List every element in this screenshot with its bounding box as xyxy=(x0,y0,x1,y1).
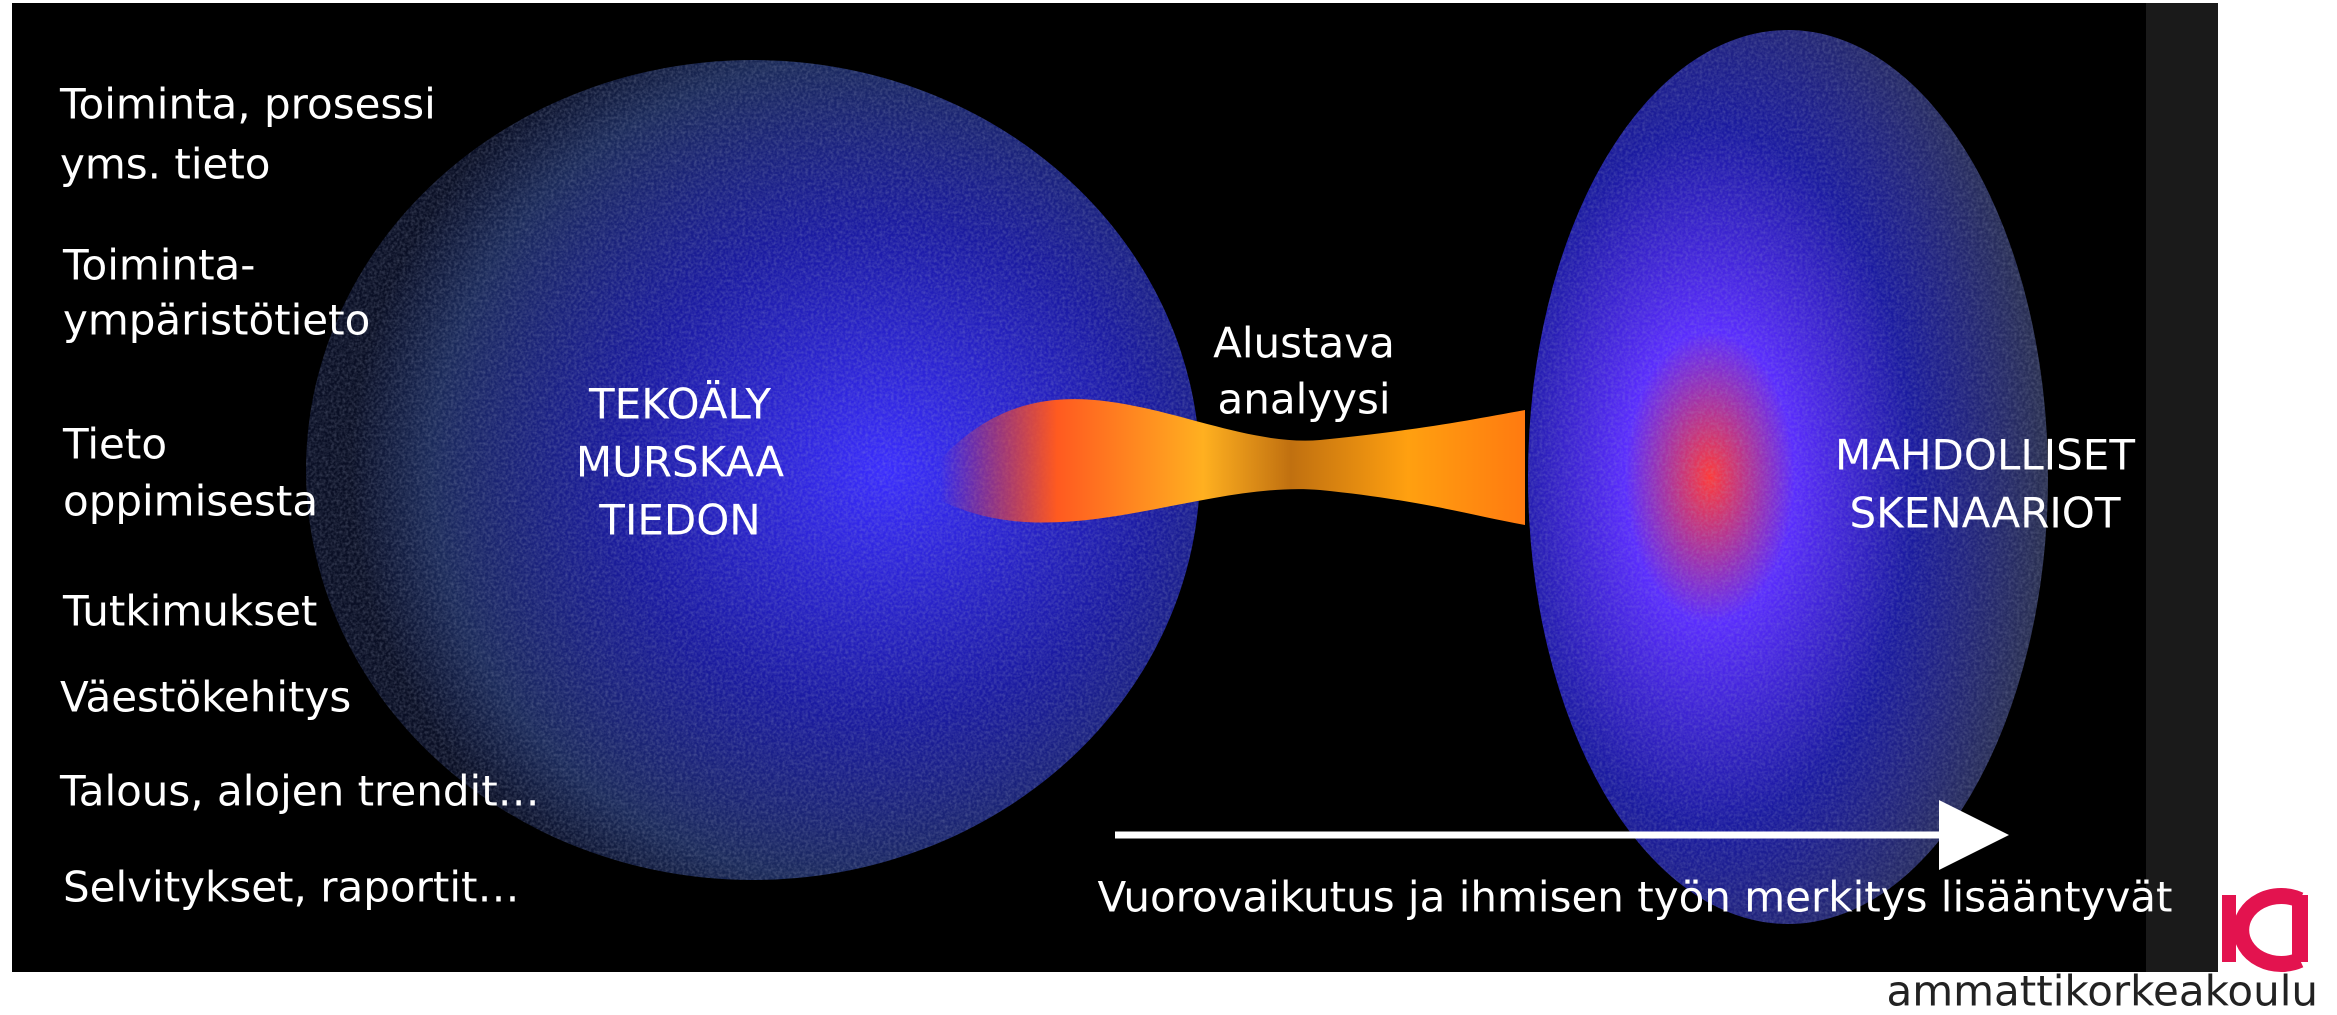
sphere-label: SKENAARIOT xyxy=(1849,489,2120,538)
sphere-label: MURSKAA xyxy=(576,438,785,487)
page: Toiminta, prosessi yms. tieto Toiminta-ymp… xyxy=(0,0,2337,1011)
sphere-label: TEKOÄLY xyxy=(588,379,771,429)
source-item: Toiminta- xyxy=(62,241,255,290)
logo-text: ammattikorkeakoulu xyxy=(1886,967,2318,1012)
source-item: Tutkimukset xyxy=(62,587,317,636)
source-item: Väestökehitys xyxy=(60,673,351,722)
source-item: oppimisesta xyxy=(63,477,318,526)
logo-mark-bar xyxy=(2222,895,2236,962)
sphere-label: TIEDON xyxy=(598,496,760,545)
middle-label: Alustava xyxy=(1213,319,1395,368)
source-item: yms. tieto xyxy=(60,140,271,189)
source-item: Selvitykset, raportit… xyxy=(63,863,519,912)
logo-mark xyxy=(2241,895,2300,964)
source-item: Tieto xyxy=(62,420,167,469)
right-strip xyxy=(2146,3,2218,972)
source-item: Talous, alojen trendit… xyxy=(59,767,540,816)
arrow-caption: Vuorovaikutus ja ihmisen työn merkitys l… xyxy=(1097,873,2172,922)
slide: Toiminta, prosessi yms. tieto Toiminta-ymp… xyxy=(0,0,2337,1011)
middle-label: analyysi xyxy=(1217,375,1390,424)
sphere-label: MAHDOLLISET xyxy=(1835,431,2135,480)
source-item: ympäristötieto xyxy=(63,296,370,345)
source-item: Toiminta, prosessi xyxy=(59,80,436,129)
